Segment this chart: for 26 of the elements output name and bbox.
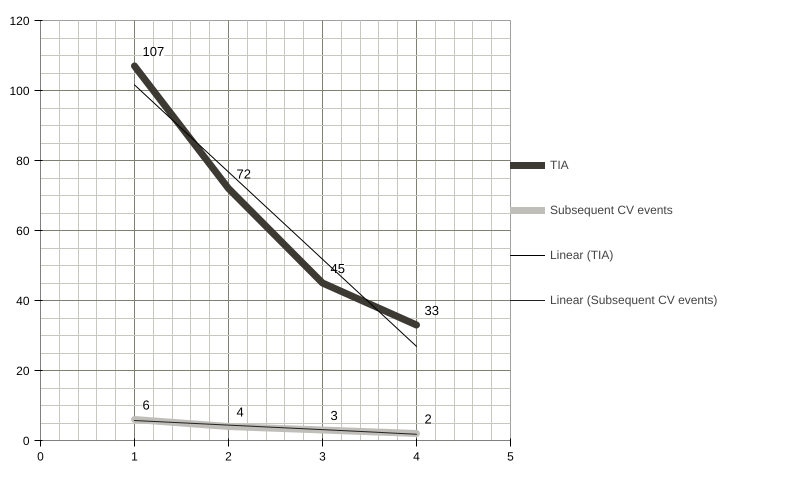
data-label: 6 [142, 398, 150, 412]
y-tick-label: 100 [9, 84, 30, 98]
x-tick-label: 3 [319, 450, 326, 464]
legend-label: Subsequent CV events [550, 203, 673, 217]
data-label: 3 [330, 408, 338, 423]
legend-label: Linear (Subsequent CV events) [550, 293, 718, 307]
x-tick-label: 4 [413, 450, 420, 464]
y-tick-label: 20 [16, 364, 30, 378]
x-tick-label: 5 [507, 450, 514, 464]
data-label: 33 [424, 303, 439, 318]
legend-label: TIA [550, 158, 570, 172]
data-label: 2 [424, 412, 432, 426]
data-label: 107 [142, 44, 164, 59]
line-series [134, 420, 417, 435]
legend-label: Linear (TIA) [550, 248, 614, 262]
data-label: 4 [236, 404, 244, 420]
y-tick-label: 40 [16, 294, 30, 308]
y-tick-label: 80 [16, 154, 30, 168]
y-tick-label: 120 [9, 14, 30, 28]
line-series [134, 84, 417, 347]
x-tick-label: 0 [37, 450, 44, 464]
x-tick-label: 1 [131, 450, 138, 464]
y-tick-label: 60 [16, 224, 30, 238]
data-label: 72 [236, 166, 251, 182]
y-tick-label: 0 [22, 434, 30, 448]
x-tick-label: 2 [225, 450, 232, 464]
